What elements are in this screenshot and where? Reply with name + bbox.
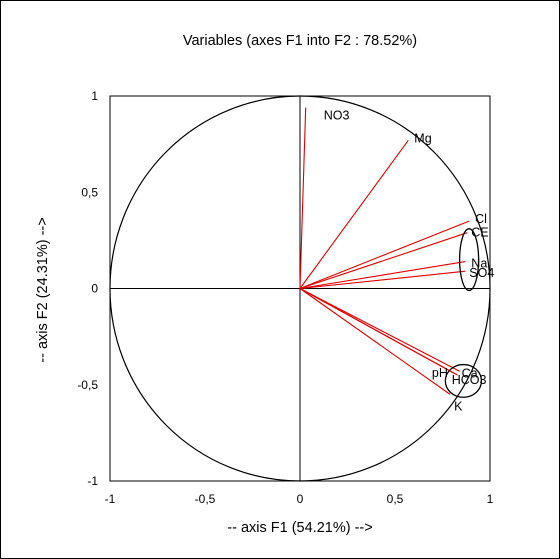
variable-label-so4: SO4 xyxy=(469,266,494,280)
x-tick-label: 1 xyxy=(487,492,494,506)
x-tick-label: -0,5 xyxy=(195,492,216,506)
y-tick-label: -0,5 xyxy=(77,378,98,392)
vector-mg xyxy=(300,140,408,288)
y-tick-label: -1 xyxy=(87,474,98,488)
y-tick-label: 0 xyxy=(91,282,98,296)
vector-na xyxy=(300,262,465,289)
chart-title: Variables (axes F1 into F2 : 78.52%) xyxy=(183,33,417,49)
x-axis-label: -- axis F1 (54.21%) --> xyxy=(227,520,372,536)
vector-ca xyxy=(300,289,460,372)
vector-cl xyxy=(300,221,469,288)
x-tick-label: -1 xyxy=(105,492,116,506)
y-tick-label: 1 xyxy=(91,89,98,103)
variable-label-no3: NO3 xyxy=(324,109,350,123)
variable-label-mg: Mg xyxy=(414,131,431,145)
y-axis-label: -- axis F2 (24.31%) --> xyxy=(35,217,51,362)
vector-no3 xyxy=(300,108,306,289)
vector-k xyxy=(300,289,450,395)
y-tick-label: 0,5 xyxy=(81,185,98,199)
x-tick-label: 0,5 xyxy=(387,492,404,506)
variable-label-k: K xyxy=(454,399,463,413)
x-tick-label: 0 xyxy=(297,492,304,506)
variable-label-cl: Cl xyxy=(475,212,487,226)
vector-hco3 xyxy=(300,289,458,376)
